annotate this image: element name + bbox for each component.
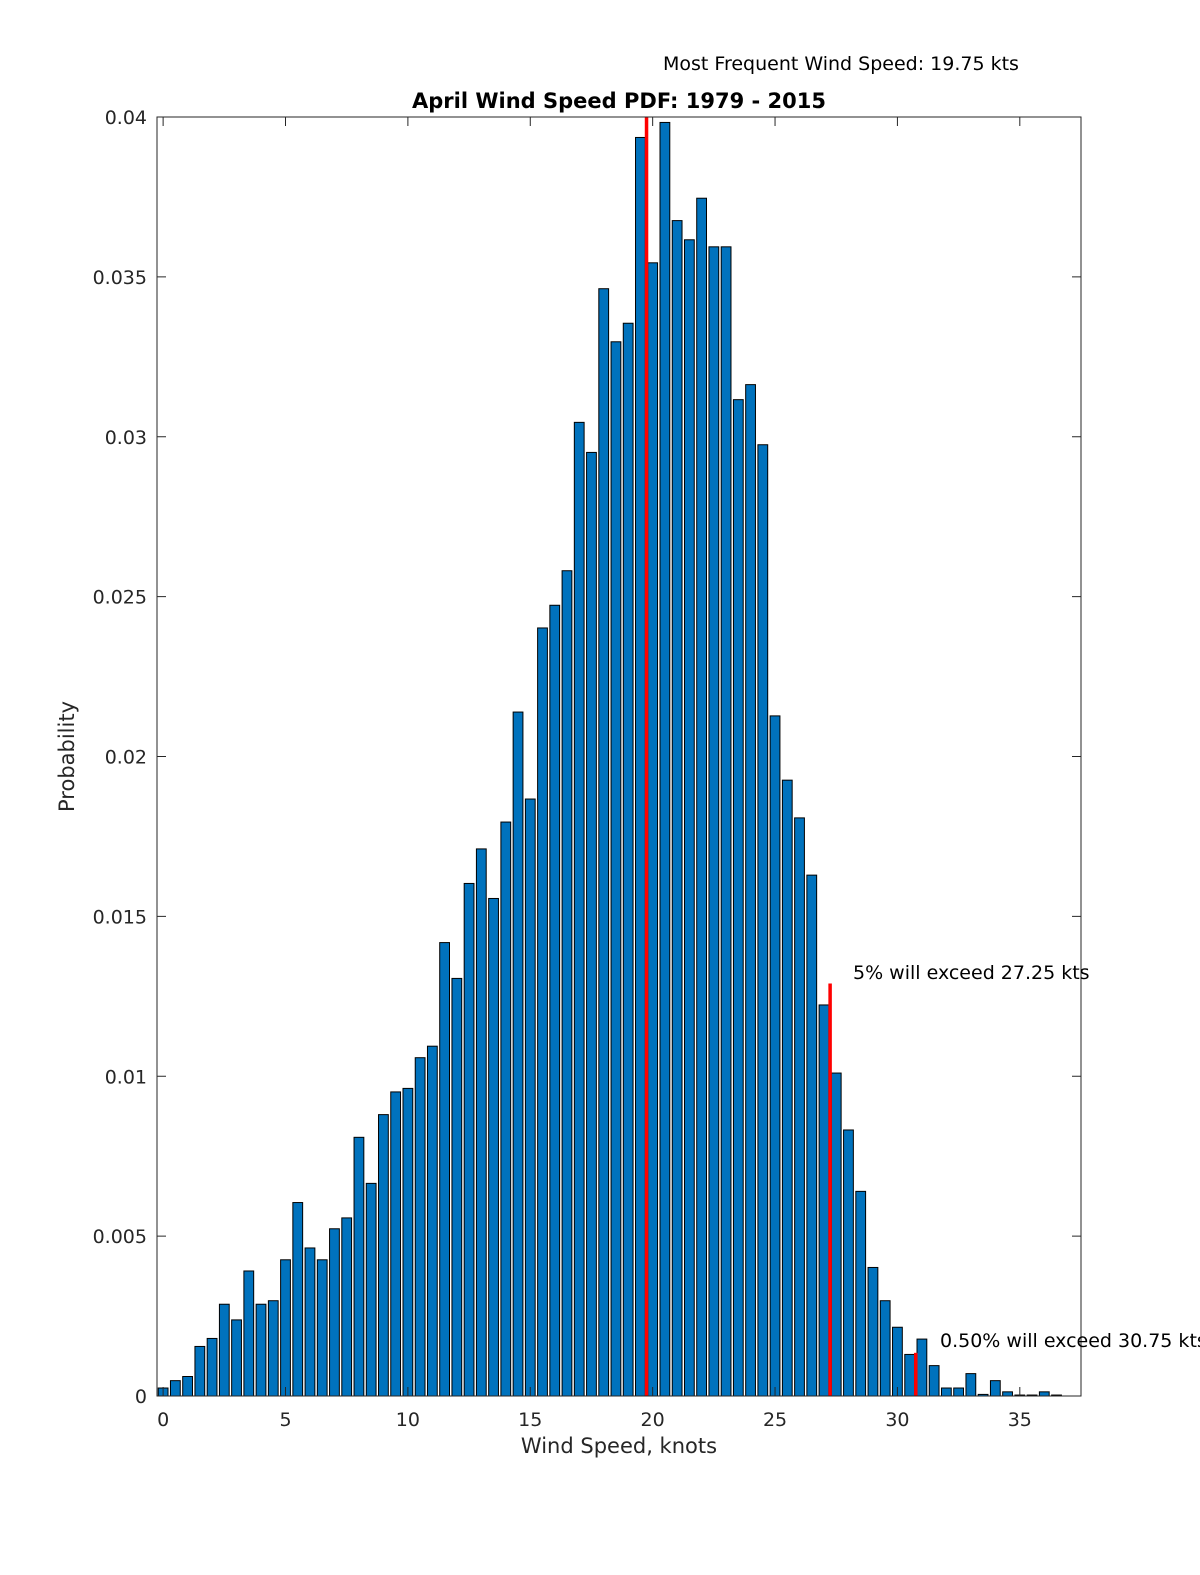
bar: [867, 1266, 879, 1397]
bar: [683, 239, 695, 1397]
bar: [255, 1303, 267, 1397]
bar: [1038, 1391, 1050, 1397]
bar: [537, 627, 548, 1397]
bar: [182, 1376, 193, 1397]
bar: [390, 1091, 402, 1397]
bar: [940, 1387, 952, 1397]
bar: [500, 821, 512, 1397]
bar: [781, 779, 793, 1397]
x-tick-label: 30: [885, 1409, 909, 1431]
y-tick-label: 0.03: [105, 427, 147, 449]
bar: [414, 1057, 426, 1397]
bar: [732, 399, 744, 1397]
chart-title: April Wind Speed PDF: 1979 - 2015: [412, 89, 826, 113]
bar: [353, 1136, 365, 1397]
bar: [671, 220, 683, 1397]
x-tick-label: 5: [279, 1409, 291, 1431]
y-tick-label: 0.01: [105, 1066, 147, 1088]
y-tick-label: 0.005: [93, 1226, 147, 1248]
annotation-texts-group: Most Frequent Wind Speed: 19.75 kts 5% w…: [663, 53, 1200, 1352]
bar: [488, 897, 499, 1397]
bars-group: [157, 121, 1062, 1397]
bar: [292, 1202, 304, 1397]
bar: [892, 1326, 903, 1397]
bar: [598, 288, 610, 1397]
bar: [659, 121, 671, 1397]
annotation-5-percent: 5% will exceed 27.25 kts: [853, 962, 1090, 984]
annotation-most-frequent: Most Frequent Wind Speed: 19.75 kts: [663, 53, 1019, 75]
bar: [316, 1259, 328, 1397]
bar: [904, 1353, 916, 1397]
y-tick-label: 0.035: [93, 267, 147, 289]
x-tick-label: 35: [1008, 1409, 1032, 1431]
bar: [965, 1373, 977, 1397]
bar: [267, 1300, 279, 1397]
bar: [561, 570, 573, 1397]
bar: [512, 711, 524, 1397]
bar: [524, 798, 536, 1397]
bar: [720, 246, 732, 1397]
bar: [378, 1114, 389, 1397]
bar: [439, 942, 450, 1397]
bar: [304, 1247, 316, 1397]
bar: [329, 1228, 340, 1397]
bar: [928, 1365, 940, 1397]
x-tick-label: 0: [157, 1409, 169, 1431]
y-tick-label: 0.04: [105, 107, 147, 129]
bar: [426, 1045, 438, 1397]
bar: [879, 1300, 891, 1397]
bar: [169, 1380, 181, 1397]
bar: [206, 1337, 218, 1397]
bar: [647, 262, 659, 1397]
bar: [610, 341, 622, 1397]
bar: [573, 421, 585, 1397]
bar: [586, 451, 597, 1397]
bar: [402, 1087, 414, 1397]
bar: [843, 1129, 854, 1397]
bar: [365, 1182, 377, 1397]
bar: [280, 1259, 291, 1397]
bar: [696, 197, 708, 1397]
y-tick-label: 0: [135, 1386, 147, 1408]
bar: [916, 1338, 928, 1397]
y-axis-title: Probability: [55, 701, 79, 812]
bar: [989, 1380, 1001, 1397]
bar: [243, 1270, 255, 1397]
bar: [635, 136, 646, 1397]
x-tick-label: 20: [641, 1409, 665, 1431]
tick-marks-group: [157, 116, 1081, 1397]
bar: [745, 384, 756, 1397]
bar: [194, 1345, 206, 1397]
bar: [708, 246, 720, 1397]
bar: [794, 817, 805, 1397]
bar: [855, 1190, 867, 1397]
bar: [622, 322, 634, 1397]
bar: [231, 1319, 242, 1397]
x-tick-label: 10: [396, 1409, 420, 1431]
bar: [218, 1303, 230, 1397]
bar: [818, 1004, 830, 1397]
annotation-lines-group: [644, 117, 918, 1396]
bar: [757, 444, 769, 1397]
bar: [953, 1387, 965, 1397]
bar: [830, 1072, 842, 1397]
y-tick-label: 0.025: [93, 587, 147, 609]
bar: [549, 604, 561, 1397]
bar: [341, 1217, 353, 1397]
x-axis-title: Wind Speed, knots: [521, 1434, 717, 1458]
bar: [475, 848, 487, 1397]
bar: [451, 977, 463, 1397]
tick-labels-group: 0 5 10 15 20 25 30 35 0 0.005 0.01 0.015 0.02 0.025 0.…: [93, 107, 1032, 1431]
bar: [1002, 1391, 1013, 1397]
annotation-half-percent: 0.50% will exceed 30.75 kts: [940, 1330, 1200, 1352]
x-tick-label: 15: [518, 1409, 542, 1431]
y-tick-label: 0.015: [93, 906, 147, 928]
bar: [769, 715, 781, 1397]
bar: [463, 882, 475, 1397]
x-tick-label: 25: [763, 1409, 787, 1431]
y-tick-label: 0.02: [105, 747, 147, 769]
bar: [806, 874, 818, 1397]
